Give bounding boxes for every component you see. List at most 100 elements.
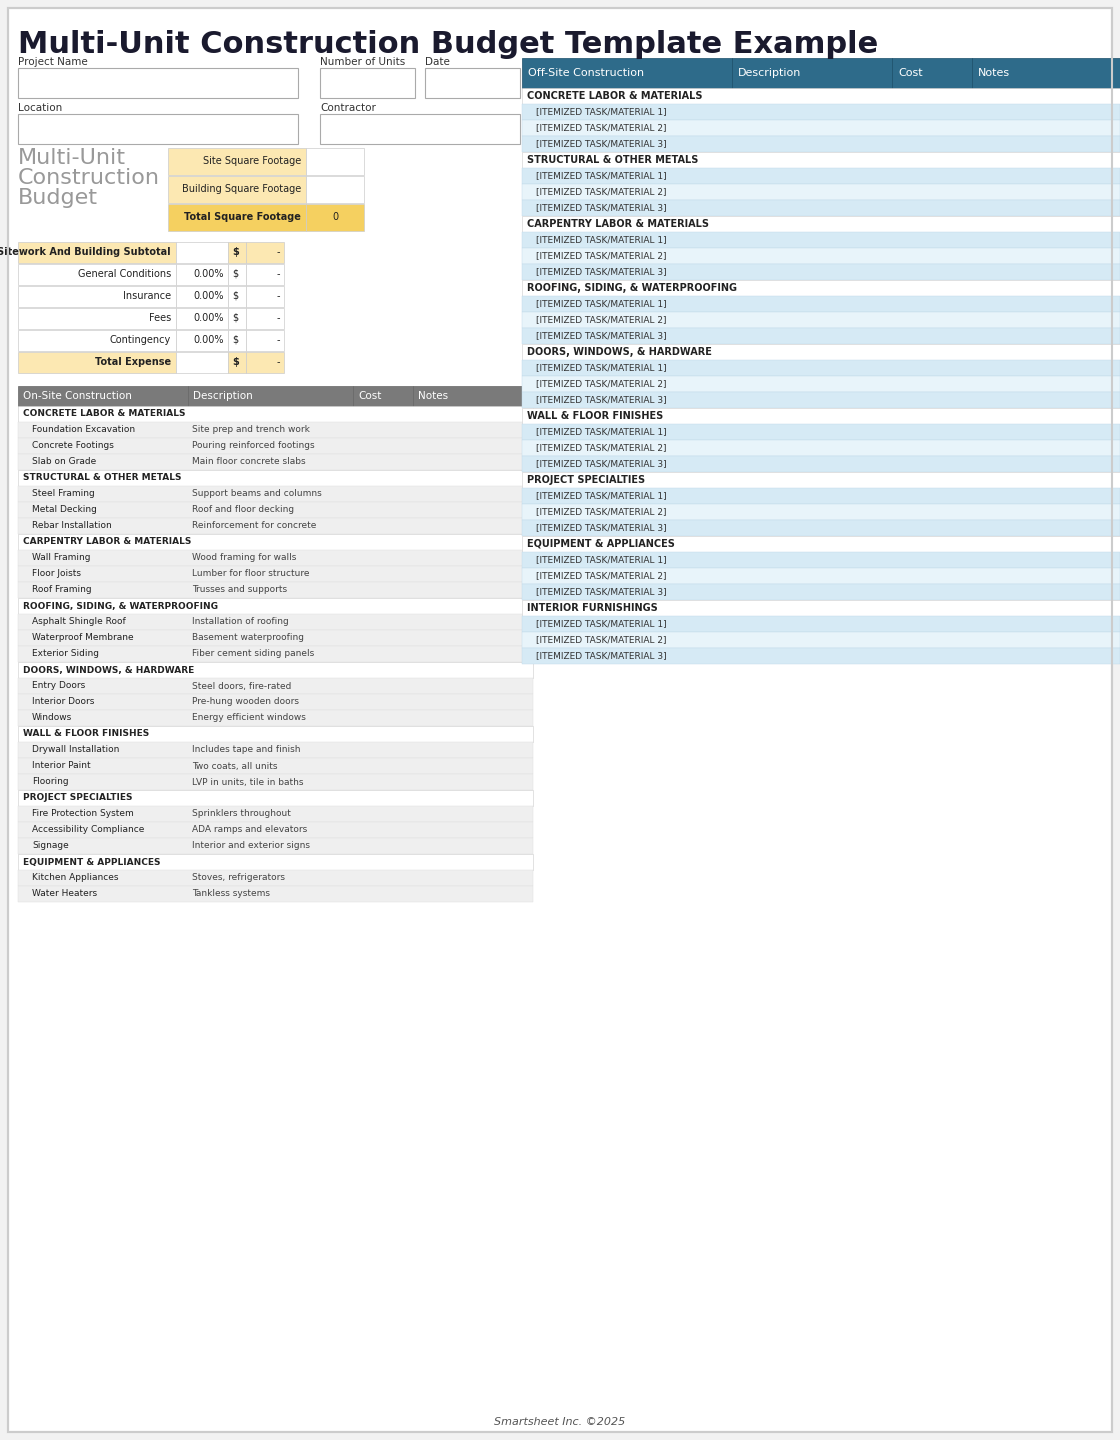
Bar [18, 454, 533, 469]
Text: Multi-Unit: Multi-Unit [18, 148, 125, 168]
Text: Tankless systems: Tankless systems [192, 890, 270, 899]
Bar [168, 204, 306, 230]
Bar [972, 58, 1120, 88]
Bar [522, 168, 1120, 184]
Text: Foundation Excavation: Foundation Excavation [32, 425, 136, 435]
Text: Energy efficient windows: Energy efficient windows [192, 713, 306, 723]
Bar [522, 648, 1120, 664]
Bar [522, 184, 1120, 200]
Text: Notes: Notes [978, 68, 1010, 78]
Text: Interior Doors: Interior Doors [32, 697, 94, 707]
Bar [18, 838, 533, 854]
Bar [18, 68, 298, 98]
Text: Insurance: Insurance [123, 291, 171, 301]
Text: [ITEMIZED TASK/MATERIAL 2]: [ITEMIZED TASK/MATERIAL 2] [536, 572, 666, 580]
Text: Budget: Budget [18, 189, 99, 207]
Bar [18, 518, 533, 534]
Text: Fiber cement siding panels: Fiber cement siding panels [192, 649, 315, 658]
Bar [732, 58, 892, 88]
Bar [18, 503, 533, 518]
Text: [ITEMIZED TASK/MATERIAL 2]: [ITEMIZED TASK/MATERIAL 2] [536, 315, 666, 324]
Bar [246, 308, 284, 328]
Bar [892, 58, 972, 88]
Bar [18, 114, 298, 144]
Text: Exterior Siding: Exterior Siding [32, 649, 99, 658]
Text: Roof Framing: Roof Framing [32, 586, 92, 595]
Bar [176, 308, 228, 328]
Text: [ITEMIZED TASK/MATERIAL 2]: [ITEMIZED TASK/MATERIAL 2] [536, 252, 666, 261]
Text: Slab on Grade: Slab on Grade [32, 458, 96, 467]
Text: [ITEMIZED TASK/MATERIAL 1]: [ITEMIZED TASK/MATERIAL 1] [536, 108, 666, 117]
Bar [246, 264, 284, 285]
Bar [18, 264, 176, 285]
Text: [ITEMIZED TASK/MATERIAL 3]: [ITEMIZED TASK/MATERIAL 3] [536, 651, 666, 661]
Text: Includes tape and finish: Includes tape and finish [192, 746, 300, 755]
Text: [ITEMIZED TASK/MATERIAL 3]: [ITEMIZED TASK/MATERIAL 3] [536, 203, 666, 213]
Bar [18, 242, 176, 264]
Text: ROOFING, SIDING, & WATERPROOFING: ROOFING, SIDING, & WATERPROOFING [528, 284, 737, 292]
Bar [522, 328, 1120, 344]
Text: $: $ [232, 248, 239, 256]
Text: Installation of roofing: Installation of roofing [192, 618, 289, 626]
Bar [168, 148, 306, 176]
Text: [ITEMIZED TASK/MATERIAL 2]: [ITEMIZED TASK/MATERIAL 2] [536, 635, 666, 645]
Text: Entry Doors: Entry Doors [32, 681, 85, 691]
Bar [18, 534, 533, 550]
Text: WALL & FLOOR FINISHES: WALL & FLOOR FINISHES [24, 730, 149, 739]
Bar [320, 68, 416, 98]
Bar [424, 68, 520, 98]
Text: [ITEMIZED TASK/MATERIAL 1]: [ITEMIZED TASK/MATERIAL 1] [536, 491, 666, 501]
Text: 0.00%: 0.00% [194, 269, 224, 279]
Bar [522, 456, 1120, 472]
Bar [18, 613, 533, 631]
Text: Cost: Cost [358, 392, 382, 400]
Bar [18, 406, 533, 422]
Bar [176, 330, 228, 351]
Text: Support beams and columns: Support beams and columns [192, 490, 321, 498]
Text: DOORS, WINDOWS, & HARDWARE: DOORS, WINDOWS, & HARDWARE [24, 665, 194, 674]
Bar [176, 242, 228, 264]
Bar [18, 694, 533, 710]
Bar [18, 550, 533, 566]
Bar [228, 351, 246, 373]
Bar [18, 330, 176, 351]
Text: [ITEMIZED TASK/MATERIAL 3]: [ITEMIZED TASK/MATERIAL 3] [536, 140, 666, 148]
Text: [ITEMIZED TASK/MATERIAL 2]: [ITEMIZED TASK/MATERIAL 2] [536, 507, 666, 517]
Text: Roof and floor decking: Roof and floor decking [192, 505, 295, 514]
Bar [18, 678, 533, 694]
Text: Lumber for floor structure: Lumber for floor structure [192, 569, 309, 579]
Bar [176, 287, 228, 307]
Bar [522, 216, 1120, 232]
Text: Asphalt Shingle Roof: Asphalt Shingle Roof [32, 618, 125, 626]
Bar [522, 360, 1120, 376]
Text: [ITEMIZED TASK/MATERIAL 2]: [ITEMIZED TASK/MATERIAL 2] [536, 444, 666, 452]
Text: [ITEMIZED TASK/MATERIAL 2]: [ITEMIZED TASK/MATERIAL 2] [536, 187, 666, 196]
Bar [522, 264, 1120, 279]
Text: CONCRETE LABOR & MATERIALS: CONCRETE LABOR & MATERIALS [24, 409, 186, 419]
Bar [522, 552, 1120, 567]
Text: 0: 0 [332, 212, 338, 222]
Text: PROJECT SPECIALTIES: PROJECT SPECIALTIES [528, 475, 645, 485]
Text: Main floor concrete slabs: Main floor concrete slabs [192, 458, 306, 467]
Bar [413, 386, 533, 406]
Text: Stoves, refrigerators: Stoves, refrigerators [192, 874, 284, 883]
Bar [228, 330, 246, 351]
Bar [522, 58, 732, 88]
Bar [18, 598, 533, 613]
Text: [ITEMIZED TASK/MATERIAL 2]: [ITEMIZED TASK/MATERIAL 2] [536, 124, 666, 132]
Bar [18, 726, 533, 742]
Text: Number of Units: Number of Units [320, 58, 405, 68]
Bar [522, 423, 1120, 441]
Text: Waterproof Membrane: Waterproof Membrane [32, 634, 133, 642]
Text: Drywall Installation: Drywall Installation [32, 746, 120, 755]
Bar [522, 312, 1120, 328]
Text: $: $ [232, 291, 239, 301]
Bar [246, 351, 284, 373]
Text: Wall Framing: Wall Framing [32, 553, 91, 563]
Bar [228, 308, 246, 328]
Text: Contingency: Contingency [110, 336, 171, 346]
Text: Pre-hung wooden doors: Pre-hung wooden doors [192, 697, 299, 707]
Text: Site prep and trench work: Site prep and trench work [192, 425, 310, 435]
Text: 0.00%: 0.00% [194, 291, 224, 301]
Text: [ITEMIZED TASK/MATERIAL 3]: [ITEMIZED TASK/MATERIAL 3] [536, 331, 666, 340]
